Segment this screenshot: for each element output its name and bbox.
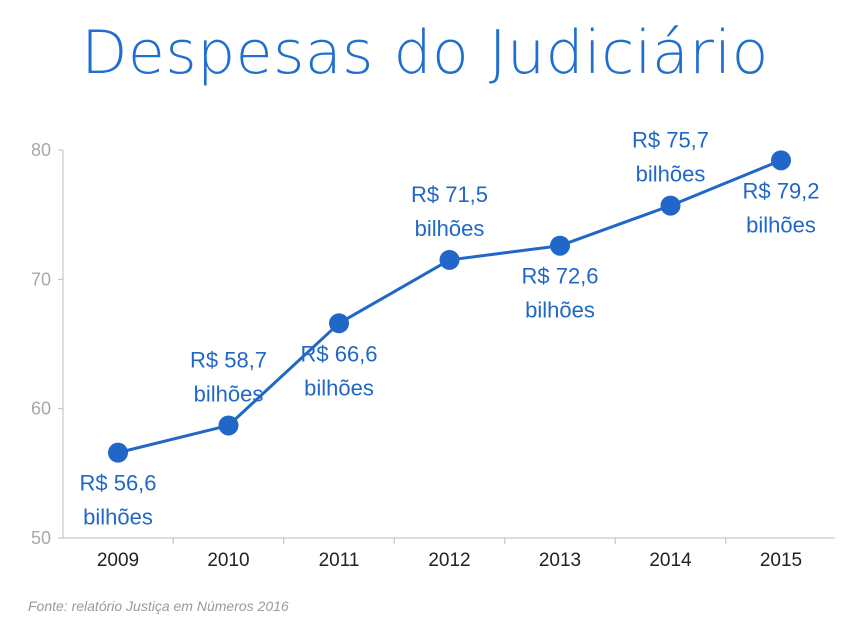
data-label-value: R$ 56,6 (79, 471, 156, 496)
data-label-unit: bilhões (304, 375, 374, 400)
y-tick-label: 50 (31, 528, 51, 548)
y-tick-label: 80 (31, 140, 51, 160)
data-label-value: R$ 58,7 (190, 347, 267, 372)
x-tick-label: 2011 (319, 550, 360, 571)
data-label-unit: bilhões (194, 381, 264, 406)
data-labels-group: R$ 56,6 bilhões R$ 58,7 bilhões R$ 66,6 bilhõ… (79, 128, 819, 530)
chart-title: Despesas do Judiciário (81, 18, 769, 88)
y-tick-label: 60 (31, 399, 51, 419)
data-label-unit: bilhões (83, 505, 153, 530)
x-axis-ticks: 2009 2010 2011 2012 2013 2014 2015 (97, 538, 802, 571)
x-tick-label: 2012 (428, 550, 470, 571)
data-point (660, 195, 681, 216)
x-tick-label: 2015 (760, 550, 802, 571)
data-label-value: R$ 71,5 (411, 182, 488, 207)
data-label-unit: bilhões (746, 212, 816, 237)
y-tick-label: 70 (31, 269, 51, 289)
data-label-unit: bilhões (415, 216, 485, 241)
chart-axes (62, 150, 835, 539)
x-tick-label: 2013 (539, 550, 581, 571)
data-label-value: R$ 66,6 (300, 341, 377, 366)
data-point (550, 235, 570, 256)
data-label-unit: bilhões (636, 162, 706, 187)
data-label-value: R$ 72,6 (521, 264, 598, 289)
data-point (108, 442, 128, 463)
data-point (439, 249, 460, 270)
series-line-group (108, 150, 791, 463)
data-point (329, 313, 349, 334)
x-tick-label: 2009 (97, 550, 139, 571)
x-tick-label: 2014 (649, 550, 692, 571)
y-axis-ticks: 50 60 70 80 (31, 140, 63, 548)
data-label-unit: bilhões (525, 298, 595, 323)
x-tick-label: 2010 (207, 550, 249, 571)
source-note: Fonte: relatório Justiça em Números 2016 (28, 598, 289, 614)
data-point (771, 150, 791, 171)
data-point (218, 415, 239, 436)
data-label-value: R$ 79,2 (742, 178, 819, 203)
data-label-value: R$ 75,7 (632, 128, 709, 153)
